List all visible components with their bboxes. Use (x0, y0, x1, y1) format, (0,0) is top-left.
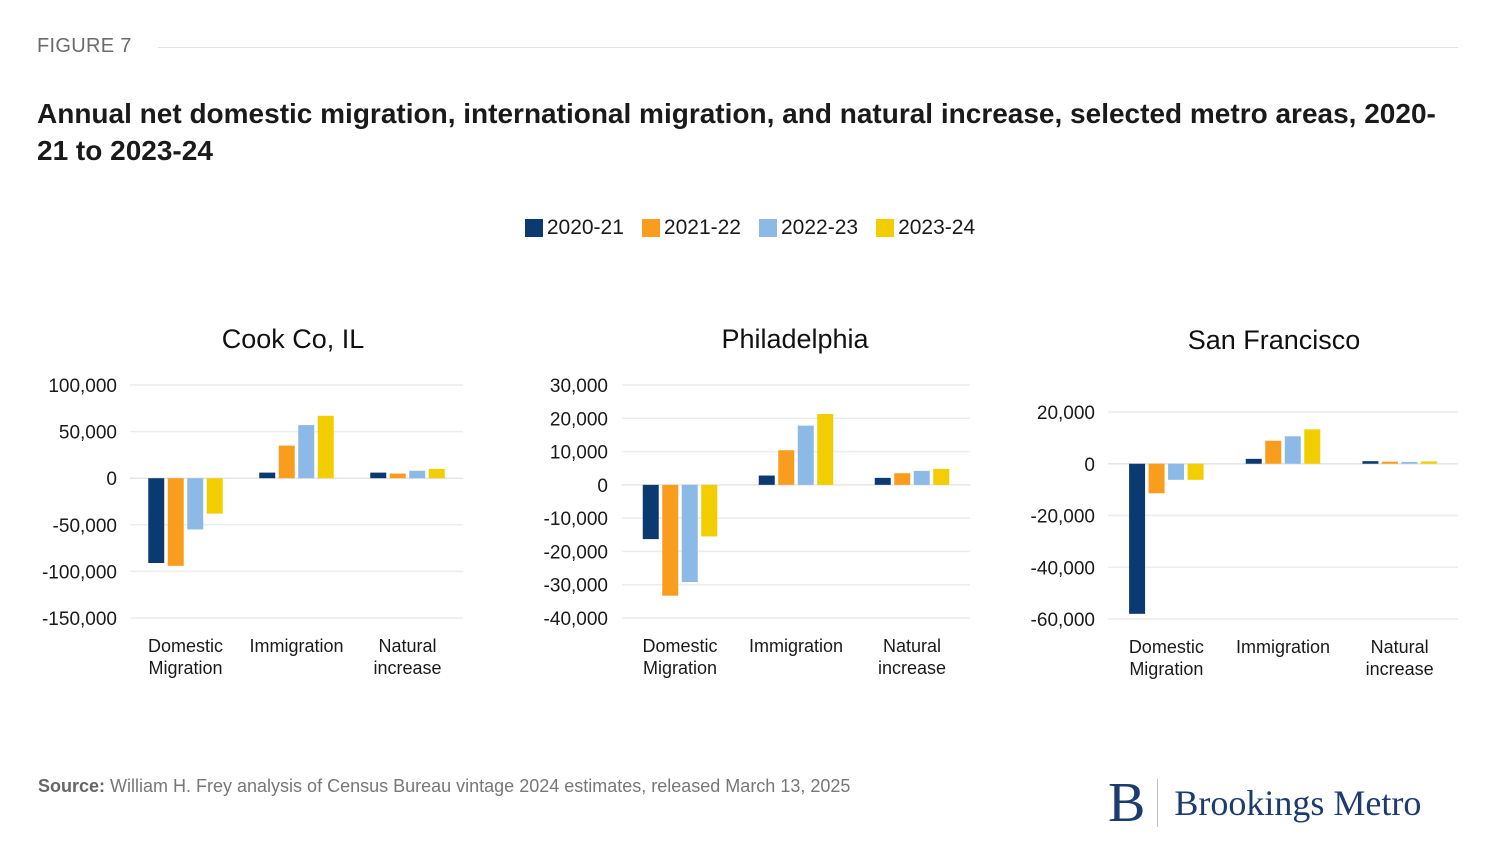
y-tick-label: 0 (1084, 455, 1095, 476)
x-category-label: Migration (148, 658, 222, 678)
y-tick-label: -50,000 (53, 516, 117, 537)
y-tick-label: 20,000 (1037, 403, 1095, 424)
bar-2020-21 (642, 484, 659, 540)
legend-swatch (759, 219, 777, 237)
bar-2022-23 (409, 470, 426, 479)
x-category-label: Natural (378, 636, 436, 656)
x-category-label: increase (373, 658, 441, 678)
legend-label: 2022-23 (781, 216, 859, 239)
bar-2023-24 (1304, 429, 1321, 464)
bar-2021-22 (1265, 440, 1282, 464)
bar-2021-22 (662, 484, 679, 596)
y-tick-label: -30,000 (544, 576, 608, 597)
bar-2020-21 (1129, 463, 1146, 614)
x-category-label: Domestic (148, 636, 223, 656)
panel-title: San Francisco (1188, 325, 1361, 355)
x-category-label: Natural (883, 636, 941, 656)
y-tick-label: 100,000 (48, 376, 117, 397)
brookings-logo: B Brookings Metro (1108, 775, 1421, 831)
legend-item-2020-21: 2020-21 (524, 216, 624, 240)
x-category-label: Migration (1129, 659, 1203, 679)
bar-2021-22 (1148, 463, 1165, 494)
bar-2022-23 (1401, 461, 1418, 464)
bar-2023-24 (933, 468, 950, 485)
y-tick-label: -40,000 (544, 609, 608, 630)
legend-label: 2023-24 (898, 216, 976, 239)
bar-2023-24 (206, 478, 223, 514)
bar-2023-24 (1420, 461, 1437, 464)
y-tick-label: -20,000 (544, 542, 608, 563)
bar-2023-24 (701, 484, 718, 537)
logo-divider (1157, 779, 1159, 827)
source-text: William H. Frey analysis of Census Burea… (105, 776, 851, 796)
x-category-label: increase (1366, 659, 1434, 679)
source-note: Source: William H. Frey analysis of Cens… (38, 776, 850, 797)
figure-label: FIGURE 7 (37, 35, 132, 57)
bar-2021-22 (778, 450, 795, 485)
logo-mark: B (1108, 772, 1146, 834)
bar-2022-23 (187, 478, 204, 530)
bar-2022-23 (681, 484, 698, 583)
panel-title: Cook Co, IL (222, 324, 365, 354)
y-tick-label: -40,000 (1031, 558, 1095, 579)
bar-2022-23 (298, 425, 315, 479)
bar-2022-23 (797, 425, 814, 485)
legend-item-2023-24: 2023-24 (876, 216, 975, 240)
x-category-label: Migration (643, 658, 717, 678)
bar-2023-24 (428, 468, 445, 479)
bar-2020-21 (1362, 461, 1379, 464)
legend-label: 2021-22 (663, 216, 741, 239)
bar-2021-22 (389, 473, 406, 479)
bar-2020-21 (370, 472, 387, 479)
bar-2020-21 (148, 478, 165, 564)
bar-2022-23 (1168, 463, 1185, 480)
x-category-label: increase (878, 658, 946, 678)
legend-swatch (641, 219, 660, 237)
panel-title: Philadelphia (721, 324, 869, 354)
bar-2020-21 (1245, 458, 1262, 464)
y-tick-label: -100,000 (42, 562, 117, 583)
legend-item-2022-23: 2022-23 (759, 216, 858, 240)
x-category-label: Immigration (749, 636, 843, 656)
y-tick-label: -20,000 (1031, 507, 1095, 528)
x-category-label: Natural (1371, 637, 1429, 657)
bar-2023-24 (1187, 463, 1204, 480)
bar-2021-22 (894, 473, 911, 485)
figure-divider (158, 47, 1458, 48)
y-tick-label: -60,000 (1031, 610, 1095, 631)
bar-2020-21 (758, 475, 775, 485)
bar-2023-24 (317, 415, 334, 479)
x-category-label: Domestic (1129, 637, 1204, 657)
y-tick-label: 30,000 (550, 376, 608, 397)
y-tick-label: -150,000 (42, 609, 117, 630)
y-tick-label: 20,000 (550, 409, 608, 430)
bar-2023-24 (817, 413, 834, 485)
y-tick-label: -10,000 (544, 509, 608, 530)
y-tick-label: 0 (597, 476, 608, 497)
bar-2022-23 (913, 470, 930, 485)
y-tick-label: 50,000 (59, 423, 117, 444)
x-category-label: Immigration (1236, 637, 1330, 657)
y-tick-label: 10,000 (550, 443, 608, 464)
bar-2021-22 (167, 478, 184, 566)
bar-2020-21 (874, 477, 891, 485)
x-category-label: Immigration (249, 636, 343, 656)
legend-swatch (524, 219, 543, 237)
legend-label: 2020-21 (546, 216, 624, 239)
chart-title: Annual net domestic migration, internati… (37, 98, 1436, 166)
bar-2022-23 (1284, 436, 1301, 464)
x-category-label: Domestic (642, 636, 717, 656)
bar-2021-22 (278, 445, 295, 479)
legend-item-2021-22: 2021-22 (641, 216, 741, 240)
logo-text: Brookings Metro (1174, 783, 1422, 823)
source-label: Source: (38, 776, 106, 796)
legend-swatch (876, 219, 895, 237)
bar-2020-21 (259, 472, 276, 479)
legend: 2020-21 2021-22 2022-23 2023-24 (0, 216, 1500, 240)
y-tick-label: 0 (106, 469, 117, 490)
bar-2021-22 (1381, 461, 1398, 464)
